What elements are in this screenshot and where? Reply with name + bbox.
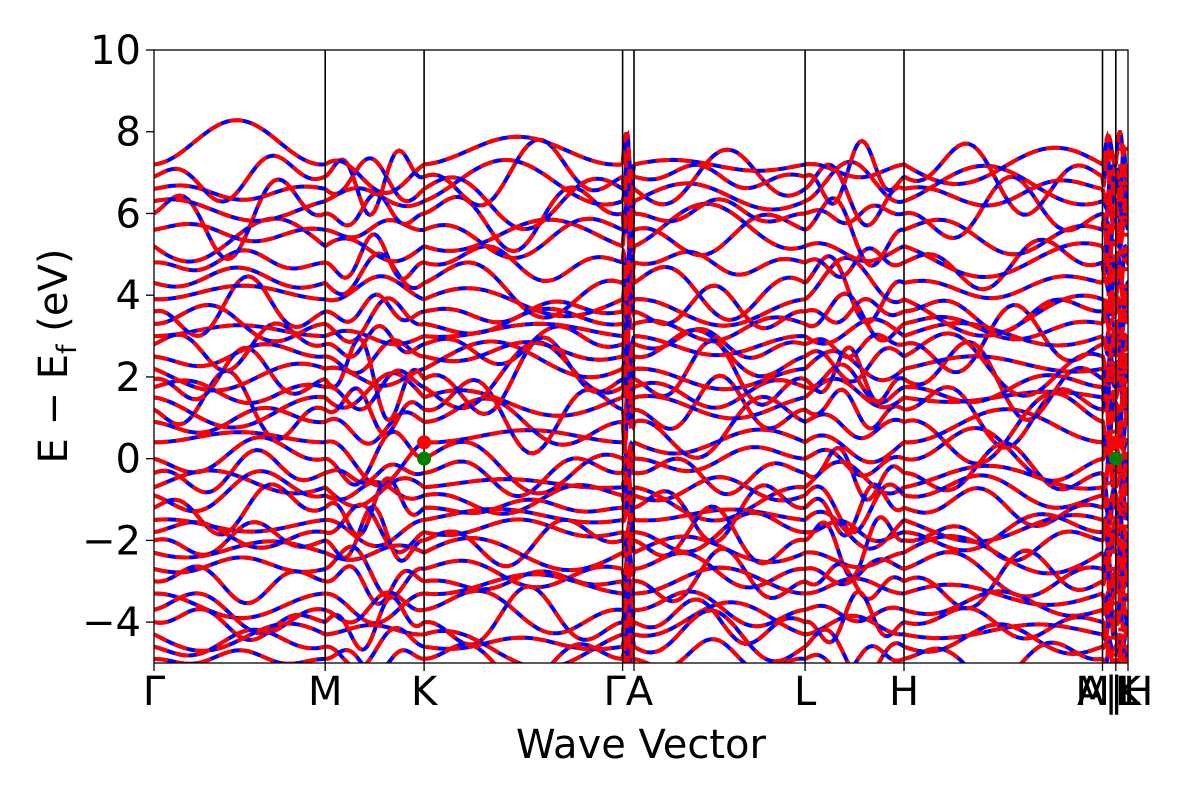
- x-axis-ticks: Γ M K ΓA L H A|LM|HK: [143, 663, 1153, 715]
- y-axis-label-subscript: f: [52, 343, 83, 354]
- y-tick-label: −2: [82, 518, 141, 564]
- band-line-red: [154, 218, 1128, 307]
- x-tick-label: K: [1115, 669, 1143, 715]
- band-line-red: [154, 201, 1128, 280]
- y-tick-label: 6: [116, 191, 141, 237]
- x-tick-label: H: [889, 669, 919, 715]
- x-axis-label: Wave Vector: [516, 722, 767, 768]
- x-tick-label: M|H: [1075, 669, 1153, 715]
- plot-frame: [153, 49, 1129, 664]
- y-tick-label: 4: [116, 273, 141, 319]
- cbm-marker: [417, 435, 432, 450]
- x-tick-label: L: [794, 669, 817, 715]
- band-line-red: [154, 339, 1128, 409]
- band-line-red: [154, 321, 1128, 398]
- x-tick-label: Γ: [143, 669, 166, 715]
- x-tick-label: M: [308, 669, 343, 715]
- vbm-marker: [1108, 451, 1123, 466]
- band-line-red: [154, 335, 1128, 423]
- y-tick-label: 10: [90, 28, 141, 74]
- y-tick-label: 2: [116, 355, 141, 401]
- x-tick-label: ΓA: [604, 669, 654, 715]
- y-axis-label-unit: (eV): [31, 249, 77, 345]
- bands-layer: [154, 118, 1128, 663]
- band-line-red: [154, 163, 1128, 262]
- band-line-red: [154, 633, 1128, 663]
- y-axis-label-main: E − E: [31, 354, 77, 464]
- band-line-red: [154, 147, 1128, 232]
- y-tick-label: 8: [116, 110, 141, 156]
- band-line-red: [154, 118, 1128, 195]
- x-tick-label: A|L: [1077, 669, 1141, 715]
- x-tick-label: K: [411, 669, 439, 715]
- kpoint-lines: [324, 50, 1117, 663]
- y-tick-label: −4: [82, 600, 141, 646]
- vbm-marker: [417, 451, 432, 466]
- y-tick-label: 0: [116, 437, 141, 483]
- band-edge-markers: [417, 435, 1123, 466]
- y-axis-label: E − Ef (eV): [31, 249, 83, 464]
- cbm-marker: [1108, 435, 1123, 450]
- y-axis-ticks: −4 −2 0 2 4 6 8 10: [82, 28, 154, 646]
